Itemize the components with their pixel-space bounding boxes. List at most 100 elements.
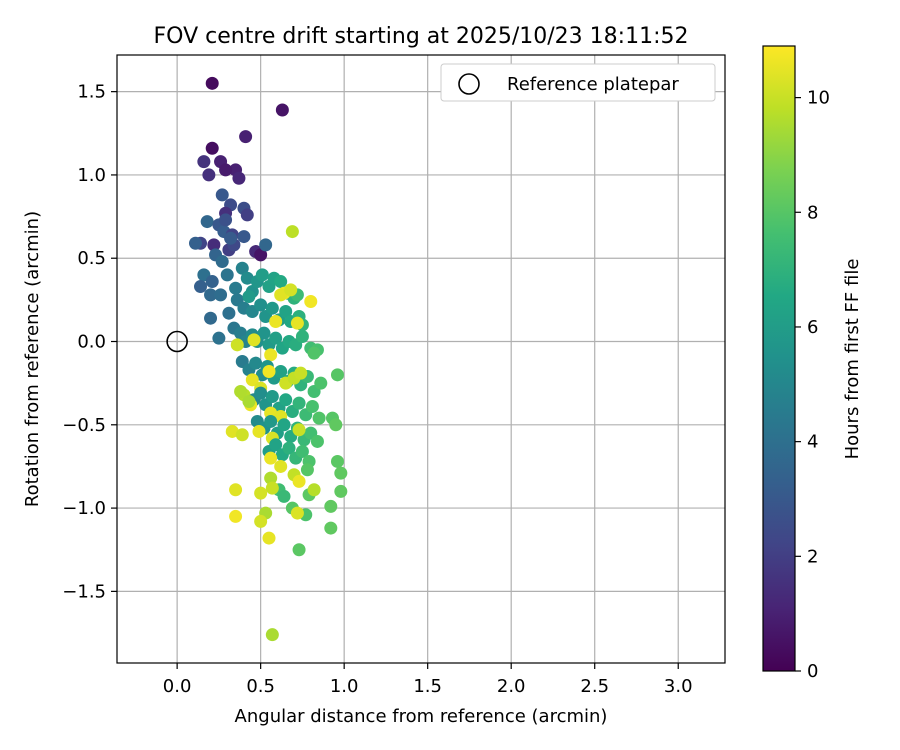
data-point (329, 418, 343, 432)
data-point (264, 348, 278, 362)
data-point (204, 288, 218, 302)
data-point (279, 305, 293, 319)
data-point (245, 373, 259, 387)
data-point (230, 338, 244, 352)
x-tick-label: 3.0 (664, 676, 693, 697)
data-point (282, 441, 296, 455)
y-tick-label: −0.5 (62, 415, 106, 436)
data-point (224, 231, 238, 245)
data-point (234, 384, 248, 398)
data-point (254, 248, 268, 262)
data-point (214, 288, 228, 302)
y-tick-label: 0.0 (77, 332, 106, 353)
data-point (189, 236, 203, 250)
data-point (269, 438, 283, 452)
data-point (207, 238, 221, 252)
data-point (237, 230, 251, 244)
plot-frame (116, 54, 726, 664)
data-point (194, 280, 208, 294)
data-point (269, 331, 283, 345)
data-point (279, 393, 293, 407)
data-point (257, 326, 271, 340)
x-tick-label: 2.0 (497, 676, 526, 697)
data-point (254, 514, 268, 528)
data-point (290, 316, 304, 330)
data-point (264, 414, 278, 428)
data-point (264, 451, 278, 465)
data-point (229, 483, 243, 497)
data-point (275, 103, 289, 117)
colorbar-tick-label: 8 (807, 202, 818, 223)
data-point (225, 424, 239, 438)
data-point (197, 155, 211, 169)
data-point (205, 76, 219, 90)
legend-label: Reference platepar (507, 74, 679, 95)
data-point (222, 306, 236, 320)
data-point (265, 389, 279, 403)
colorbar-tick-label: 0 (807, 661, 818, 682)
colorbar-tick-label: 4 (807, 432, 818, 453)
data-point (295, 330, 309, 344)
y-tick-label: 1.5 (77, 82, 106, 103)
data-point (305, 399, 319, 413)
data-point (269, 315, 283, 329)
data-point (204, 311, 218, 325)
data-point (300, 463, 314, 477)
data-point (294, 366, 308, 380)
data-point (205, 141, 219, 155)
data-point (254, 298, 268, 312)
data-point (229, 281, 243, 295)
data-point (284, 283, 298, 297)
data-point (212, 331, 226, 345)
y-axis-ticks: 1.5 1.0 0.5 0.0 −0.5 −1.0 −1.5 (62, 82, 117, 602)
data-point (205, 275, 219, 289)
x-axis-ticks: 0.0 0.5 1.0 1.5 2.0 2.5 3.0 (163, 663, 693, 697)
data-point (259, 238, 273, 252)
data-point (277, 489, 291, 503)
data-point (242, 394, 256, 408)
data-point (240, 208, 254, 222)
data-point (249, 356, 263, 370)
reference-platepar-marker (166, 330, 188, 353)
colorbar (762, 45, 796, 672)
x-tick-label: 2.5 (580, 676, 609, 697)
y-axis-label: Rotation from reference (arcmin) (22, 211, 43, 507)
colorbar-tick-label: 2 (807, 546, 818, 567)
data-point (235, 428, 249, 442)
data-point (202, 168, 216, 182)
data-point (262, 364, 276, 378)
data-point (235, 261, 249, 275)
colorbar-tick-label: 6 (807, 317, 818, 338)
data-point (292, 396, 306, 410)
x-tick-label: 1.5 (413, 676, 442, 697)
data-point (292, 423, 306, 437)
legend: Reference platepar (440, 63, 716, 102)
data-point (324, 521, 338, 535)
y-tick-label: −1.0 (62, 498, 106, 519)
legend-box (440, 63, 716, 102)
data-point (285, 225, 299, 239)
y-tick-label: 0.5 (77, 248, 106, 269)
data-point (239, 130, 253, 144)
x-axis-label: Angular distance from reference (arcmin) (235, 706, 608, 727)
data-point (292, 543, 306, 557)
colorbar-tick-label: 10 (807, 88, 830, 109)
data-point (240, 271, 254, 285)
y-tick-label: 1.0 (77, 165, 106, 186)
data-point (255, 268, 269, 282)
data-point (274, 275, 288, 289)
data-point (252, 424, 266, 438)
x-tick-label: 0.0 (163, 676, 192, 697)
data-point (330, 454, 344, 468)
data-point (262, 531, 276, 545)
x-tick-label: 1.0 (330, 676, 359, 697)
data-point (254, 486, 268, 500)
data-point (292, 474, 306, 488)
data-point (324, 499, 338, 513)
data-point (314, 376, 328, 390)
data-point (219, 163, 233, 177)
y-tick-label: −1.5 (62, 581, 106, 602)
data-point (219, 213, 233, 227)
data-point (265, 301, 279, 315)
data-point (264, 471, 278, 485)
